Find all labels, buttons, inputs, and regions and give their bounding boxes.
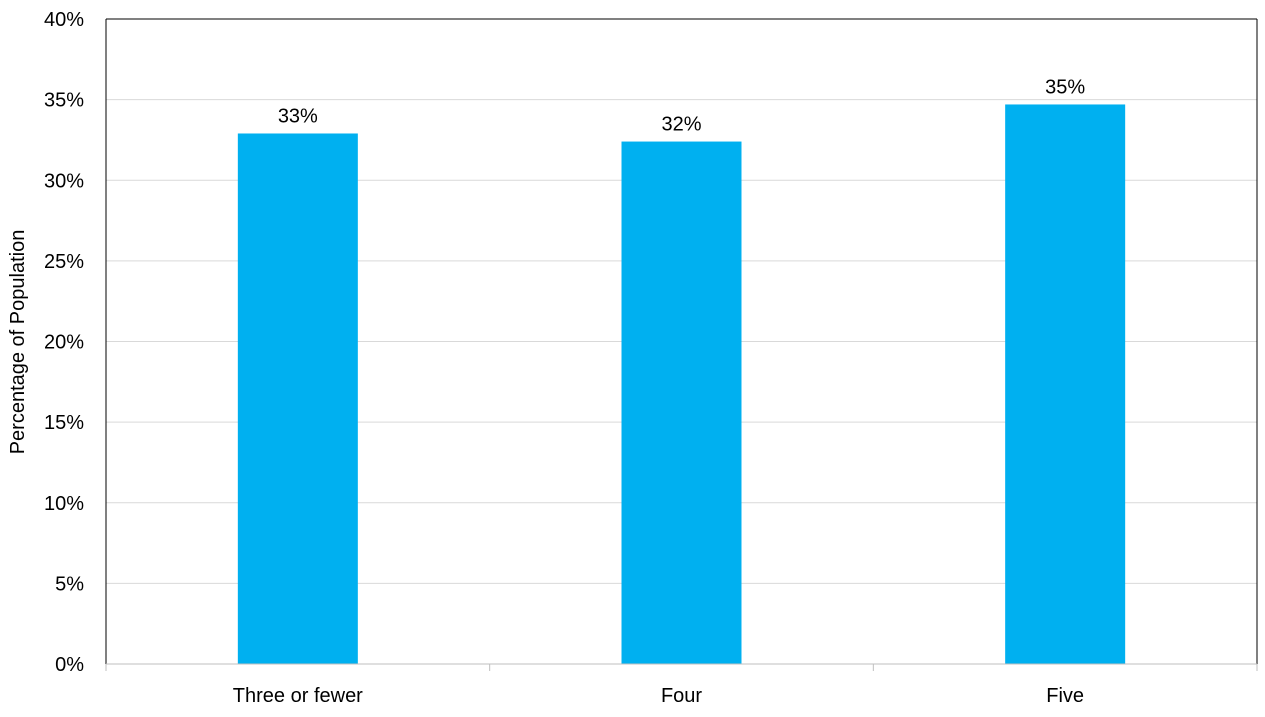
x-axis-ticks: Three or fewer Four Five [105,664,1258,707]
y-tick-label: 10% [44,493,84,515]
bar [1005,104,1126,664]
data-labels: 33% 32% 35% [278,76,1086,135]
y-tick-label: 30% [44,170,84,192]
y-tick-label: 40% [44,9,84,31]
y-tick-label: 15% [44,412,84,434]
plot-frame [105,18,1258,665]
data-label: 33% [278,105,318,127]
y-tick-label: 5% [55,573,84,595]
bar [237,133,358,665]
y-tick-label: 25% [44,251,84,273]
bars [237,104,1126,665]
y-axis-title: Percentage of Population [7,230,29,455]
data-label: 32% [661,114,701,136]
data-label: 35% [1045,76,1085,98]
y-tick-label: 0% [55,654,84,676]
y-tick-label: 35% [44,90,84,112]
y-tick-label: 20% [44,332,84,354]
y-axis-ticks: 0% 5% 10% 15% 20% 25% 30% 35% 40% [44,9,84,676]
bar [621,141,742,665]
x-tick-label: Five [1046,685,1084,707]
x-tick-label: Four [661,685,702,707]
x-tick-label: Three or fewer [233,685,363,707]
